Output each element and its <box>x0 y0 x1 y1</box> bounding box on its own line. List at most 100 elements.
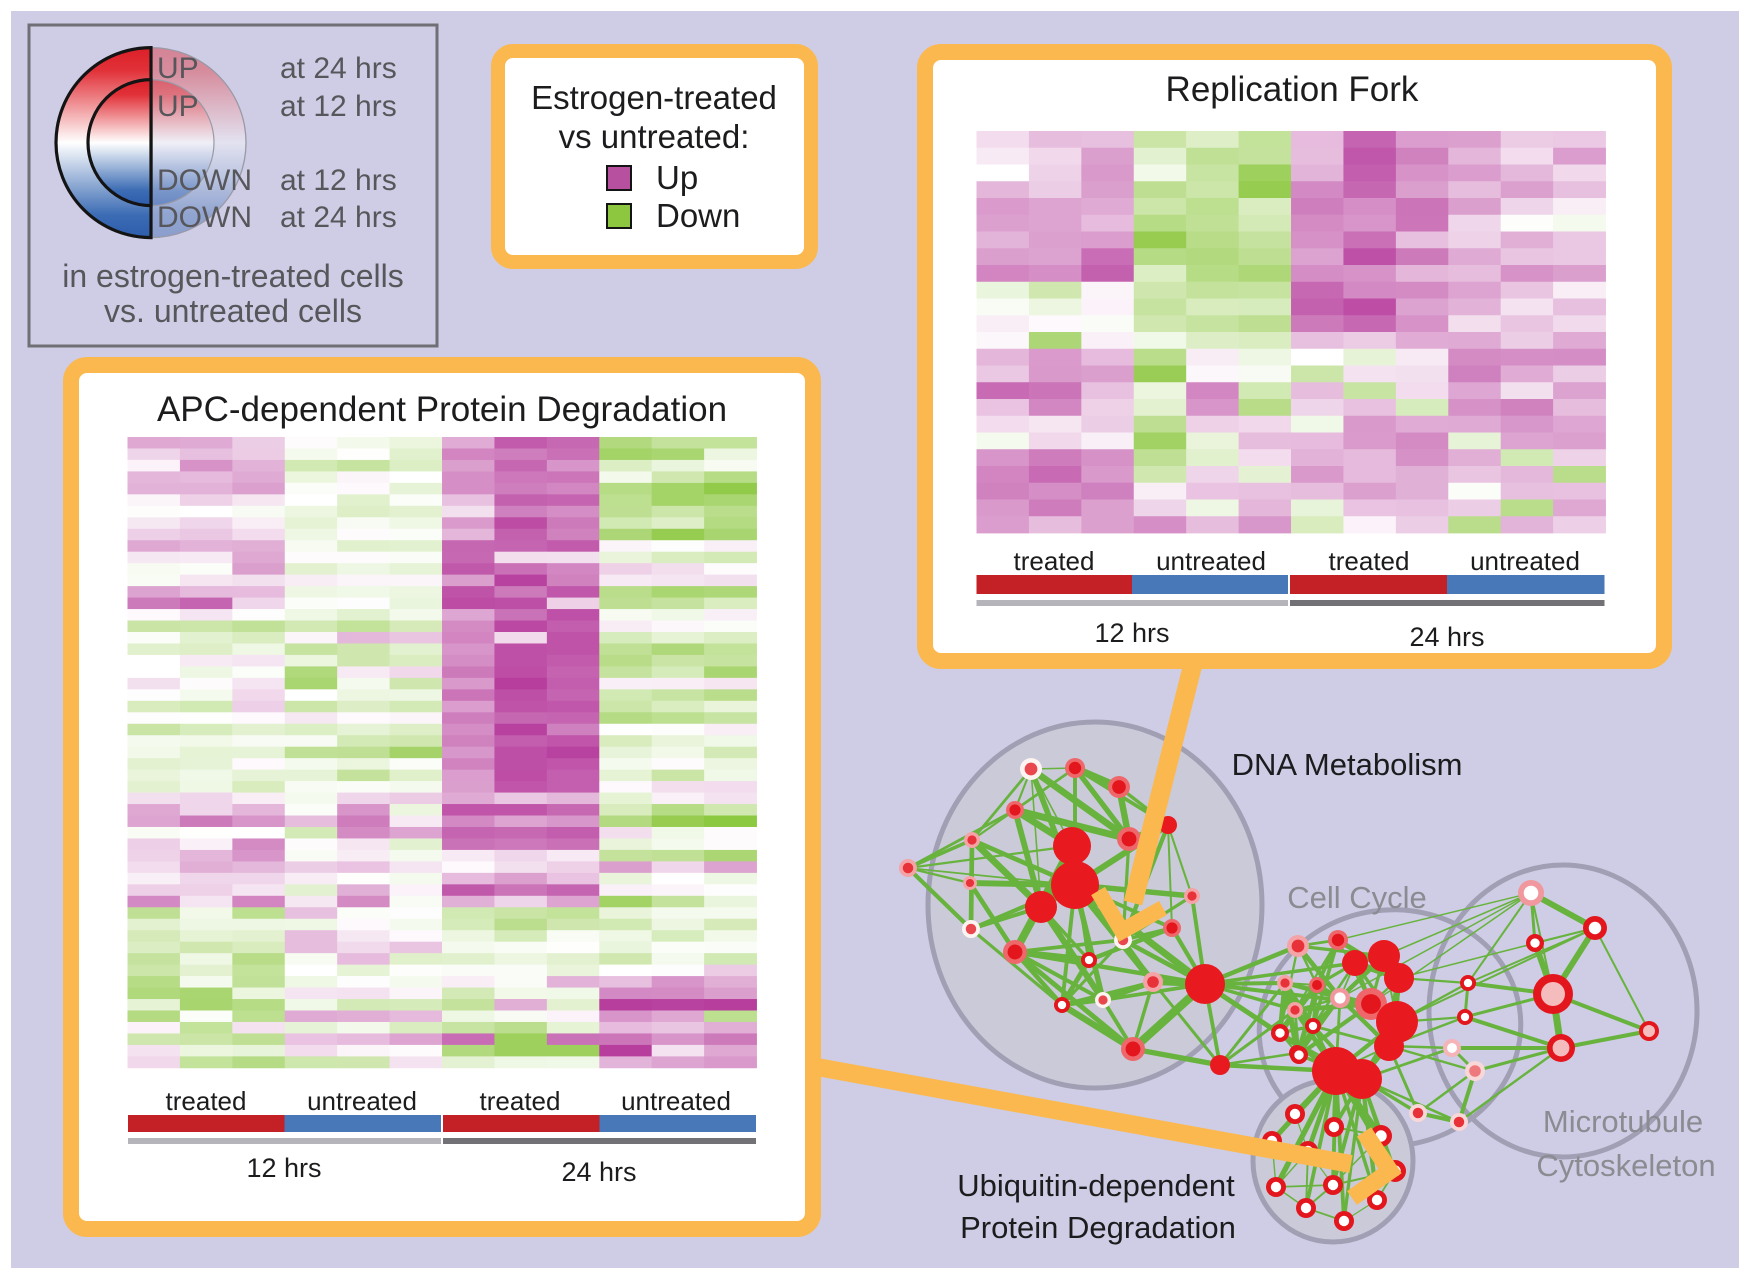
panel-title-rep: Replication Fork <box>1166 70 1419 109</box>
heat-cell <box>442 907 495 920</box>
heat-cell <box>1553 399 1606 417</box>
heat-cell <box>1133 231 1187 249</box>
network-node <box>1296 1198 1316 1218</box>
heat-cell <box>179 574 233 587</box>
heat-cell <box>651 941 705 954</box>
heat-cell <box>1343 181 1397 199</box>
heat-cell <box>442 563 495 576</box>
heat-cell <box>337 918 390 931</box>
node-inner <box>1112 780 1126 794</box>
heat-cell <box>284 769 338 782</box>
heat-cell <box>284 746 338 759</box>
heat-cell <box>546 895 600 908</box>
heat-cell <box>232 884 286 897</box>
heat-cell <box>1448 131 1502 149</box>
heat-cell <box>1448 214 1502 232</box>
heat-cell <box>284 930 338 943</box>
heat-cell <box>284 792 338 805</box>
heat-cell <box>389 551 443 564</box>
network-node <box>1450 1113 1468 1131</box>
heat-cell <box>599 826 653 839</box>
heat-cell <box>389 849 443 862</box>
legend-time-label: at 24 hrs <box>280 201 397 234</box>
heat-cell <box>546 666 600 679</box>
heat-cell <box>1291 399 1344 417</box>
heat-cell <box>389 758 443 771</box>
heat-cell <box>389 861 443 874</box>
legend-swatch-down <box>606 203 632 229</box>
heat-cell <box>1553 231 1606 249</box>
heat-cell <box>1081 181 1135 199</box>
node-inner <box>1588 921 1602 935</box>
heat-cell <box>179 1010 233 1023</box>
node-inner <box>1166 922 1178 934</box>
heat-cell <box>494 815 548 828</box>
heat-cell <box>1500 415 1554 433</box>
heat-cell <box>1028 315 1082 333</box>
heat-cell <box>599 987 653 1000</box>
heat-cell <box>1186 198 1239 216</box>
heat-cell <box>1500 265 1554 283</box>
heat-cell <box>337 505 390 518</box>
heat-cell <box>599 769 653 782</box>
heat-cell <box>1133 432 1187 450</box>
heat-cell <box>284 494 338 507</box>
heat-cell <box>389 746 443 759</box>
heat-cell <box>494 895 548 908</box>
network-node <box>1095 992 1111 1008</box>
heat-cell <box>1553 415 1606 433</box>
heat-cell <box>704 528 757 541</box>
heat-cell <box>1500 399 1554 417</box>
heat-cell <box>127 540 181 553</box>
heat-cell <box>127 1010 181 1023</box>
heat-cell <box>1291 181 1344 199</box>
heat-cell <box>179 735 233 748</box>
node-inner <box>1275 1028 1285 1038</box>
network-node <box>1051 861 1099 909</box>
heat-cell <box>599 872 653 885</box>
network-edge <box>1218 982 1287 1066</box>
heat-cell <box>337 976 390 988</box>
heat-cell <box>442 872 495 885</box>
heat-cell <box>494 735 548 748</box>
heat-cell <box>284 735 338 748</box>
heat-cell <box>442 918 495 931</box>
heat-cell <box>1186 214 1239 232</box>
network-node <box>1518 880 1544 906</box>
heat-cell <box>127 723 181 736</box>
heat-cell <box>704 976 757 988</box>
heat-cell <box>232 494 286 507</box>
heat-cell <box>1448 399 1502 417</box>
network-node <box>1117 827 1141 851</box>
heat-cell <box>704 677 757 690</box>
heat-cell <box>337 769 390 782</box>
heat-cell <box>127 689 181 702</box>
heat-cell <box>1343 516 1397 534</box>
heat-cell <box>1448 315 1502 333</box>
heat-cell <box>546 930 600 943</box>
heat-cell <box>127 712 181 725</box>
heat-cell <box>1081 298 1135 316</box>
node-inner <box>1328 1121 1340 1133</box>
heat-cell <box>599 586 653 598</box>
heat-cell <box>389 976 443 988</box>
heat-cell <box>651 826 705 839</box>
heat-cell <box>179 826 233 839</box>
heat-cell <box>704 987 757 1000</box>
heat-cell <box>599 494 653 507</box>
heat-cell <box>599 758 653 771</box>
heat-cell <box>1186 164 1239 182</box>
heat-cell <box>1186 516 1239 534</box>
heat-cell <box>389 689 443 702</box>
heat-cell <box>1081 382 1135 400</box>
heat-cell <box>442 758 495 771</box>
legend-item-label: Up <box>656 159 698 196</box>
node-inner <box>1291 939 1305 953</box>
heat-cell <box>179 1033 233 1046</box>
heat-cell <box>599 1010 653 1023</box>
heat-cell <box>179 1044 233 1057</box>
heat-cell <box>284 700 338 713</box>
condition-label: untreated <box>307 1086 417 1116</box>
heat-cell <box>232 712 286 725</box>
heat-cell <box>337 528 390 541</box>
